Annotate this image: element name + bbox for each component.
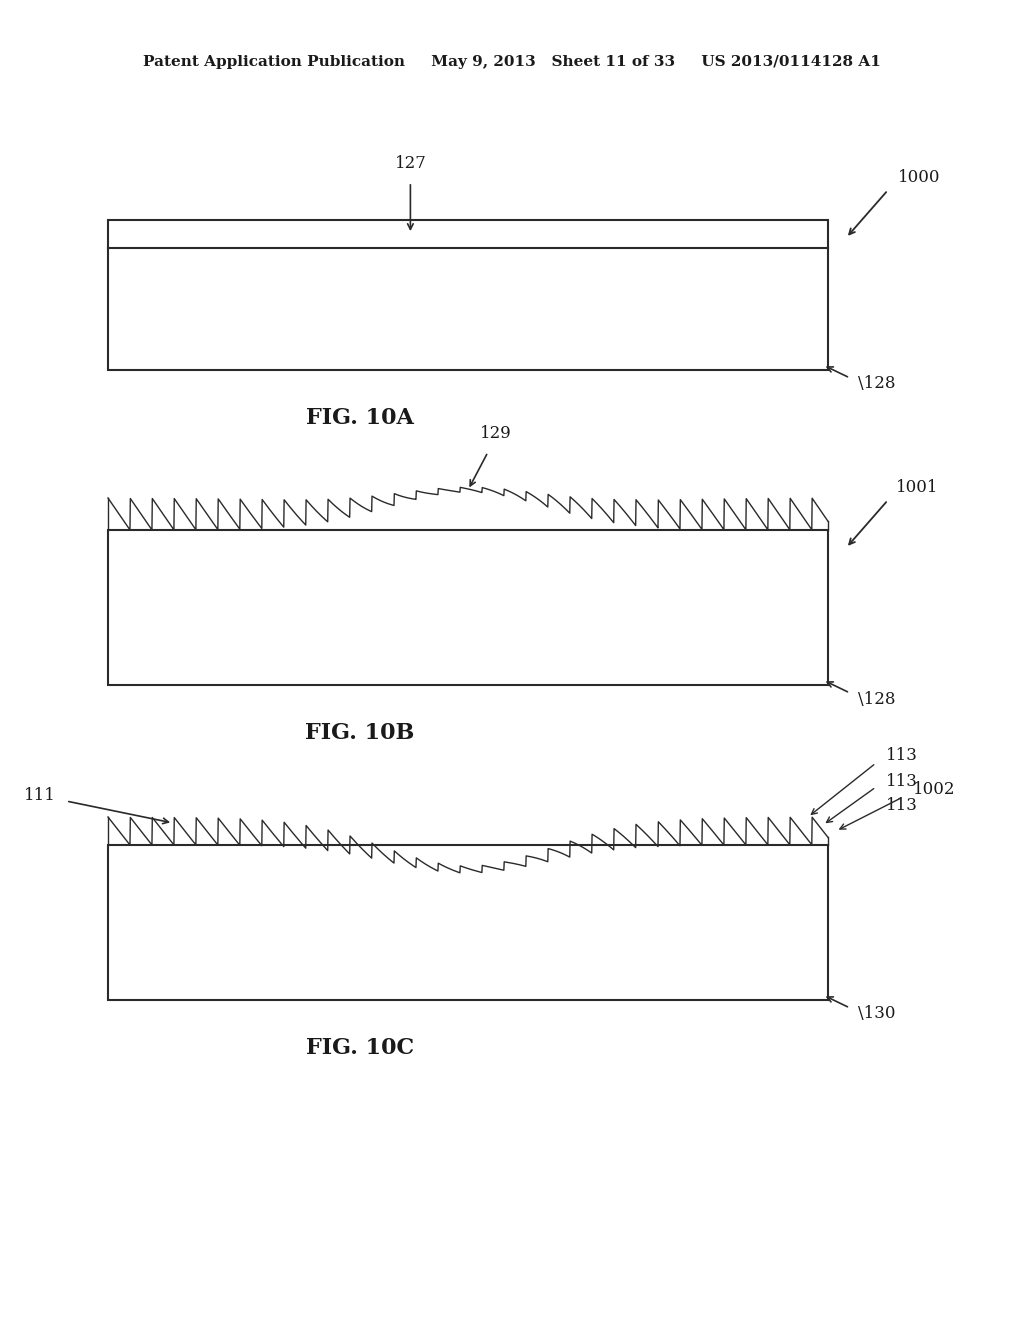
Text: 111: 111 xyxy=(25,787,56,804)
Text: \130: \130 xyxy=(858,1006,896,1023)
Text: FIG. 10A: FIG. 10A xyxy=(306,407,414,429)
Text: 1002: 1002 xyxy=(913,781,955,799)
Text: FIG. 10B: FIG. 10B xyxy=(305,722,415,744)
Text: \128: \128 xyxy=(858,690,896,708)
Bar xyxy=(108,220,828,370)
Text: Patent Application Publication     May 9, 2013   Sheet 11 of 33     US 2013/0114: Patent Application Publication May 9, 20… xyxy=(143,55,881,69)
Bar xyxy=(108,531,828,685)
Text: 127: 127 xyxy=(394,154,426,172)
Text: 113: 113 xyxy=(886,747,918,763)
Text: 113: 113 xyxy=(886,796,918,813)
Text: \128: \128 xyxy=(858,375,896,392)
Text: 113: 113 xyxy=(886,772,918,789)
Text: 1000: 1000 xyxy=(898,169,940,186)
Text: FIG. 10C: FIG. 10C xyxy=(306,1038,414,1059)
Bar xyxy=(108,845,828,1001)
Text: 129: 129 xyxy=(480,425,512,442)
Text: 1001: 1001 xyxy=(896,479,939,496)
